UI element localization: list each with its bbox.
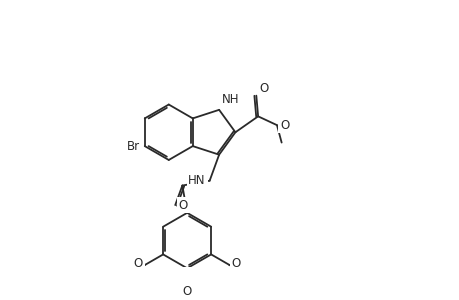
Text: O: O: [178, 199, 187, 212]
Text: O: O: [259, 82, 268, 95]
Text: O: O: [182, 285, 191, 298]
Text: Br: Br: [127, 140, 140, 153]
Text: HN: HN: [188, 174, 205, 187]
Text: O: O: [280, 118, 289, 132]
Text: O: O: [231, 257, 240, 270]
Text: O: O: [133, 257, 143, 270]
Text: NH: NH: [221, 93, 238, 106]
